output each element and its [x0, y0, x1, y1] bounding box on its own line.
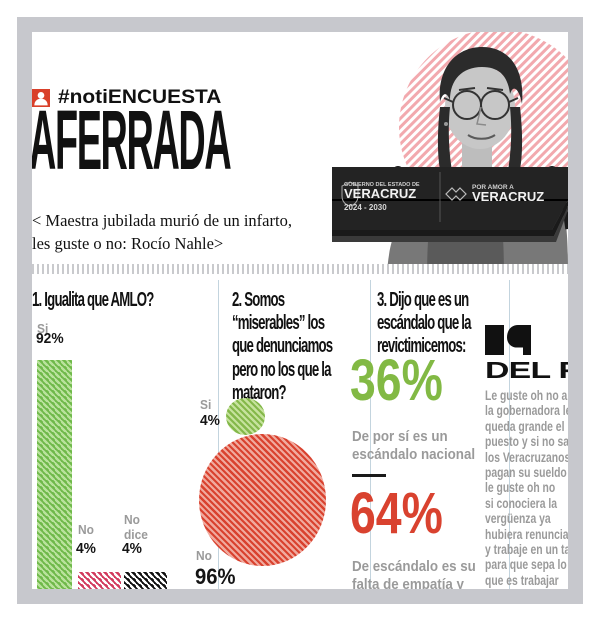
- svg-text:2024 - 2030: 2024 - 2030: [344, 203, 387, 212]
- svg-text:VERACRUZ: VERACRUZ: [472, 189, 544, 204]
- svg-text:VERACRUZ: VERACRUZ: [344, 186, 416, 201]
